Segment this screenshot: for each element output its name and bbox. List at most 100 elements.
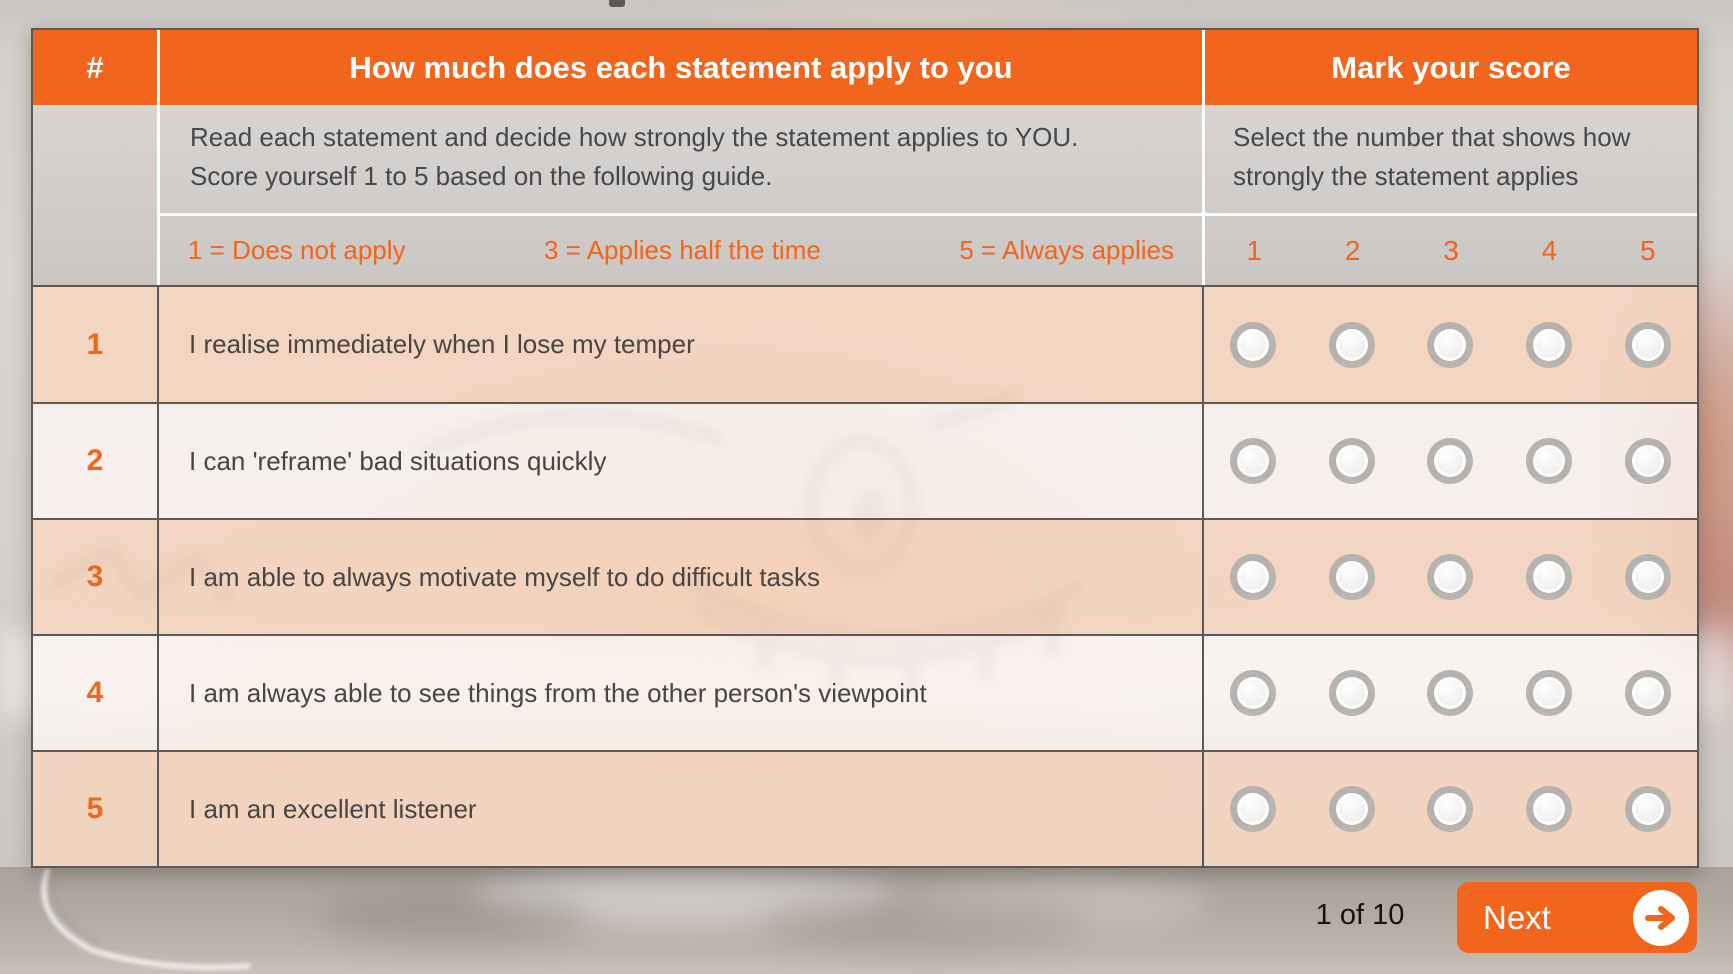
score-slot <box>1598 786 1697 832</box>
radio-score-1[interactable] <box>1230 786 1277 832</box>
score-slot <box>1598 670 1697 716</box>
radio-score-2[interactable] <box>1328 786 1375 832</box>
header-statement-cell: How much does each statement apply to yo… <box>157 30 1202 105</box>
statement-instructions-line1: Read each statement and decide how stron… <box>190 122 1079 152</box>
instructions-number-cell <box>33 105 157 285</box>
question-statement: I realise immediately when I lose my tem… <box>157 287 1202 402</box>
radio-score-5[interactable] <box>1624 438 1671 484</box>
header-number-cell: # <box>33 30 157 105</box>
score-radio-group-q5 <box>1202 752 1697 866</box>
score-instructions-line1: Select the number that shows how <box>1233 122 1631 152</box>
score-radio-group-q3 <box>1202 520 1697 634</box>
radio-score-2[interactable] <box>1328 670 1375 716</box>
score-slot <box>1204 670 1303 716</box>
radio-score-5[interactable] <box>1624 670 1671 716</box>
score-number-1: 1 <box>1246 234 1262 266</box>
question-row-1: 1 I realise immediately when I lose my t… <box>33 285 1697 402</box>
score-slot <box>1204 554 1303 600</box>
guide-always-applies: 5 = Always applies <box>959 235 1174 265</box>
instructions-statement-column: Read each statement and decide how stron… <box>157 105 1202 285</box>
score-slot <box>1303 438 1402 484</box>
score-radio-group-q2 <box>1202 404 1697 518</box>
score-instructions: Select the number that shows how strongl… <box>1205 105 1697 213</box>
next-button-label: Next <box>1483 898 1551 936</box>
radio-score-2[interactable] <box>1328 554 1375 600</box>
question-statement: I can 'reframe' bad situations quickly <box>157 404 1202 518</box>
score-slot <box>1598 438 1697 484</box>
radio-score-3[interactable] <box>1427 438 1474 484</box>
radio-score-1[interactable] <box>1230 670 1277 716</box>
score-slot <box>1204 321 1303 368</box>
score-number-5: 5 <box>1640 234 1656 266</box>
instructions-score-column: Select the number that shows how strongl… <box>1202 105 1697 285</box>
radio-score-1[interactable] <box>1230 438 1277 484</box>
question-number-cell: 5 <box>86 792 104 825</box>
radio-score-4[interactable] <box>1526 438 1573 484</box>
radio-score-2[interactable] <box>1328 321 1375 368</box>
question-row-4: 4 I am always able to see things from th… <box>33 634 1697 750</box>
score-slot <box>1401 786 1500 832</box>
radio-score-1[interactable] <box>1230 321 1277 368</box>
score-slot <box>1500 670 1599 716</box>
question-number-cell: 2 <box>86 444 104 477</box>
question-number-cell: 1 <box>86 327 104 361</box>
score-number-4: 4 <box>1541 234 1558 266</box>
score-number-2: 2 <box>1344 234 1361 266</box>
question-row-5: 5 I am an excellent listener <box>33 750 1697 866</box>
score-slot <box>1401 554 1500 600</box>
radio-score-2[interactable] <box>1328 438 1375 484</box>
score-slot <box>1401 438 1500 484</box>
question-number-cell: 4 <box>86 676 104 709</box>
page-indicator: 1 of 10 <box>1315 899 1405 931</box>
table-header-row: # How much does each statement apply to … <box>33 30 1697 105</box>
radio-score-4[interactable] <box>1526 786 1573 832</box>
radio-score-3[interactable] <box>1427 321 1474 368</box>
header-statement-label: How much does each statement apply to yo… <box>349 49 1013 85</box>
score-slot <box>1303 321 1402 368</box>
background-top-mark <box>609 0 625 7</box>
question-statement: I am an excellent listener <box>157 752 1202 866</box>
radio-score-4[interactable] <box>1526 670 1573 716</box>
score-instructions-line2: strongly the statement applies <box>1233 161 1579 191</box>
guide-does-not-apply: 1 = Does not apply <box>188 235 406 265</box>
radio-score-5[interactable] <box>1624 786 1671 832</box>
score-slot <box>1303 554 1402 600</box>
radio-score-3[interactable] <box>1427 554 1474 600</box>
question-row-2: 2 I can 'reframe' bad situations quickly <box>33 402 1697 518</box>
radio-score-4[interactable] <box>1526 321 1573 368</box>
score-slot <box>1204 786 1303 832</box>
radio-score-3[interactable] <box>1427 670 1474 716</box>
score-slot <box>1204 438 1303 484</box>
background-desk-surface <box>0 867 1733 974</box>
score-numbers-row: 1 2 3 4 5 <box>1205 213 1697 285</box>
score-radio-group-q1 <box>1202 287 1697 402</box>
radio-score-5[interactable] <box>1624 321 1671 368</box>
question-number-cell: 3 <box>86 560 104 593</box>
header-score-cell: Mark your score <box>1202 30 1697 105</box>
question-statement: I am always able to see things from the … <box>157 636 1202 750</box>
statement-instructions: Read each statement and decide how stron… <box>160 105 1202 213</box>
header-score-label: Mark your score <box>1331 49 1571 85</box>
radio-score-1[interactable] <box>1230 554 1277 600</box>
score-slot <box>1500 438 1599 484</box>
next-button[interactable]: Next <box>1457 882 1697 953</box>
score-slot <box>1500 321 1599 368</box>
header-number-label: # <box>86 49 104 85</box>
score-slot <box>1598 321 1697 368</box>
score-slot <box>1500 554 1599 600</box>
statement-instructions-line2: Score yourself 1 to 5 based on the follo… <box>190 161 773 191</box>
questionnaire-table: # How much does each statement apply to … <box>31 28 1699 868</box>
score-slot <box>1500 786 1599 832</box>
score-radio-group-q4 <box>1202 636 1697 750</box>
score-guide-row: 1 = Does not apply 3 = Applies half the … <box>160 213 1202 285</box>
question-statement: I am able to always motivate myself to d… <box>157 520 1202 634</box>
arrow-right-icon <box>1633 889 1689 946</box>
radio-score-5[interactable] <box>1624 554 1671 600</box>
score-slot <box>1401 670 1500 716</box>
guide-applies-half: 3 = Applies half the time <box>544 235 821 265</box>
radio-score-4[interactable] <box>1526 554 1573 600</box>
radio-score-3[interactable] <box>1427 786 1474 832</box>
score-slot <box>1303 786 1402 832</box>
score-slot <box>1598 554 1697 600</box>
